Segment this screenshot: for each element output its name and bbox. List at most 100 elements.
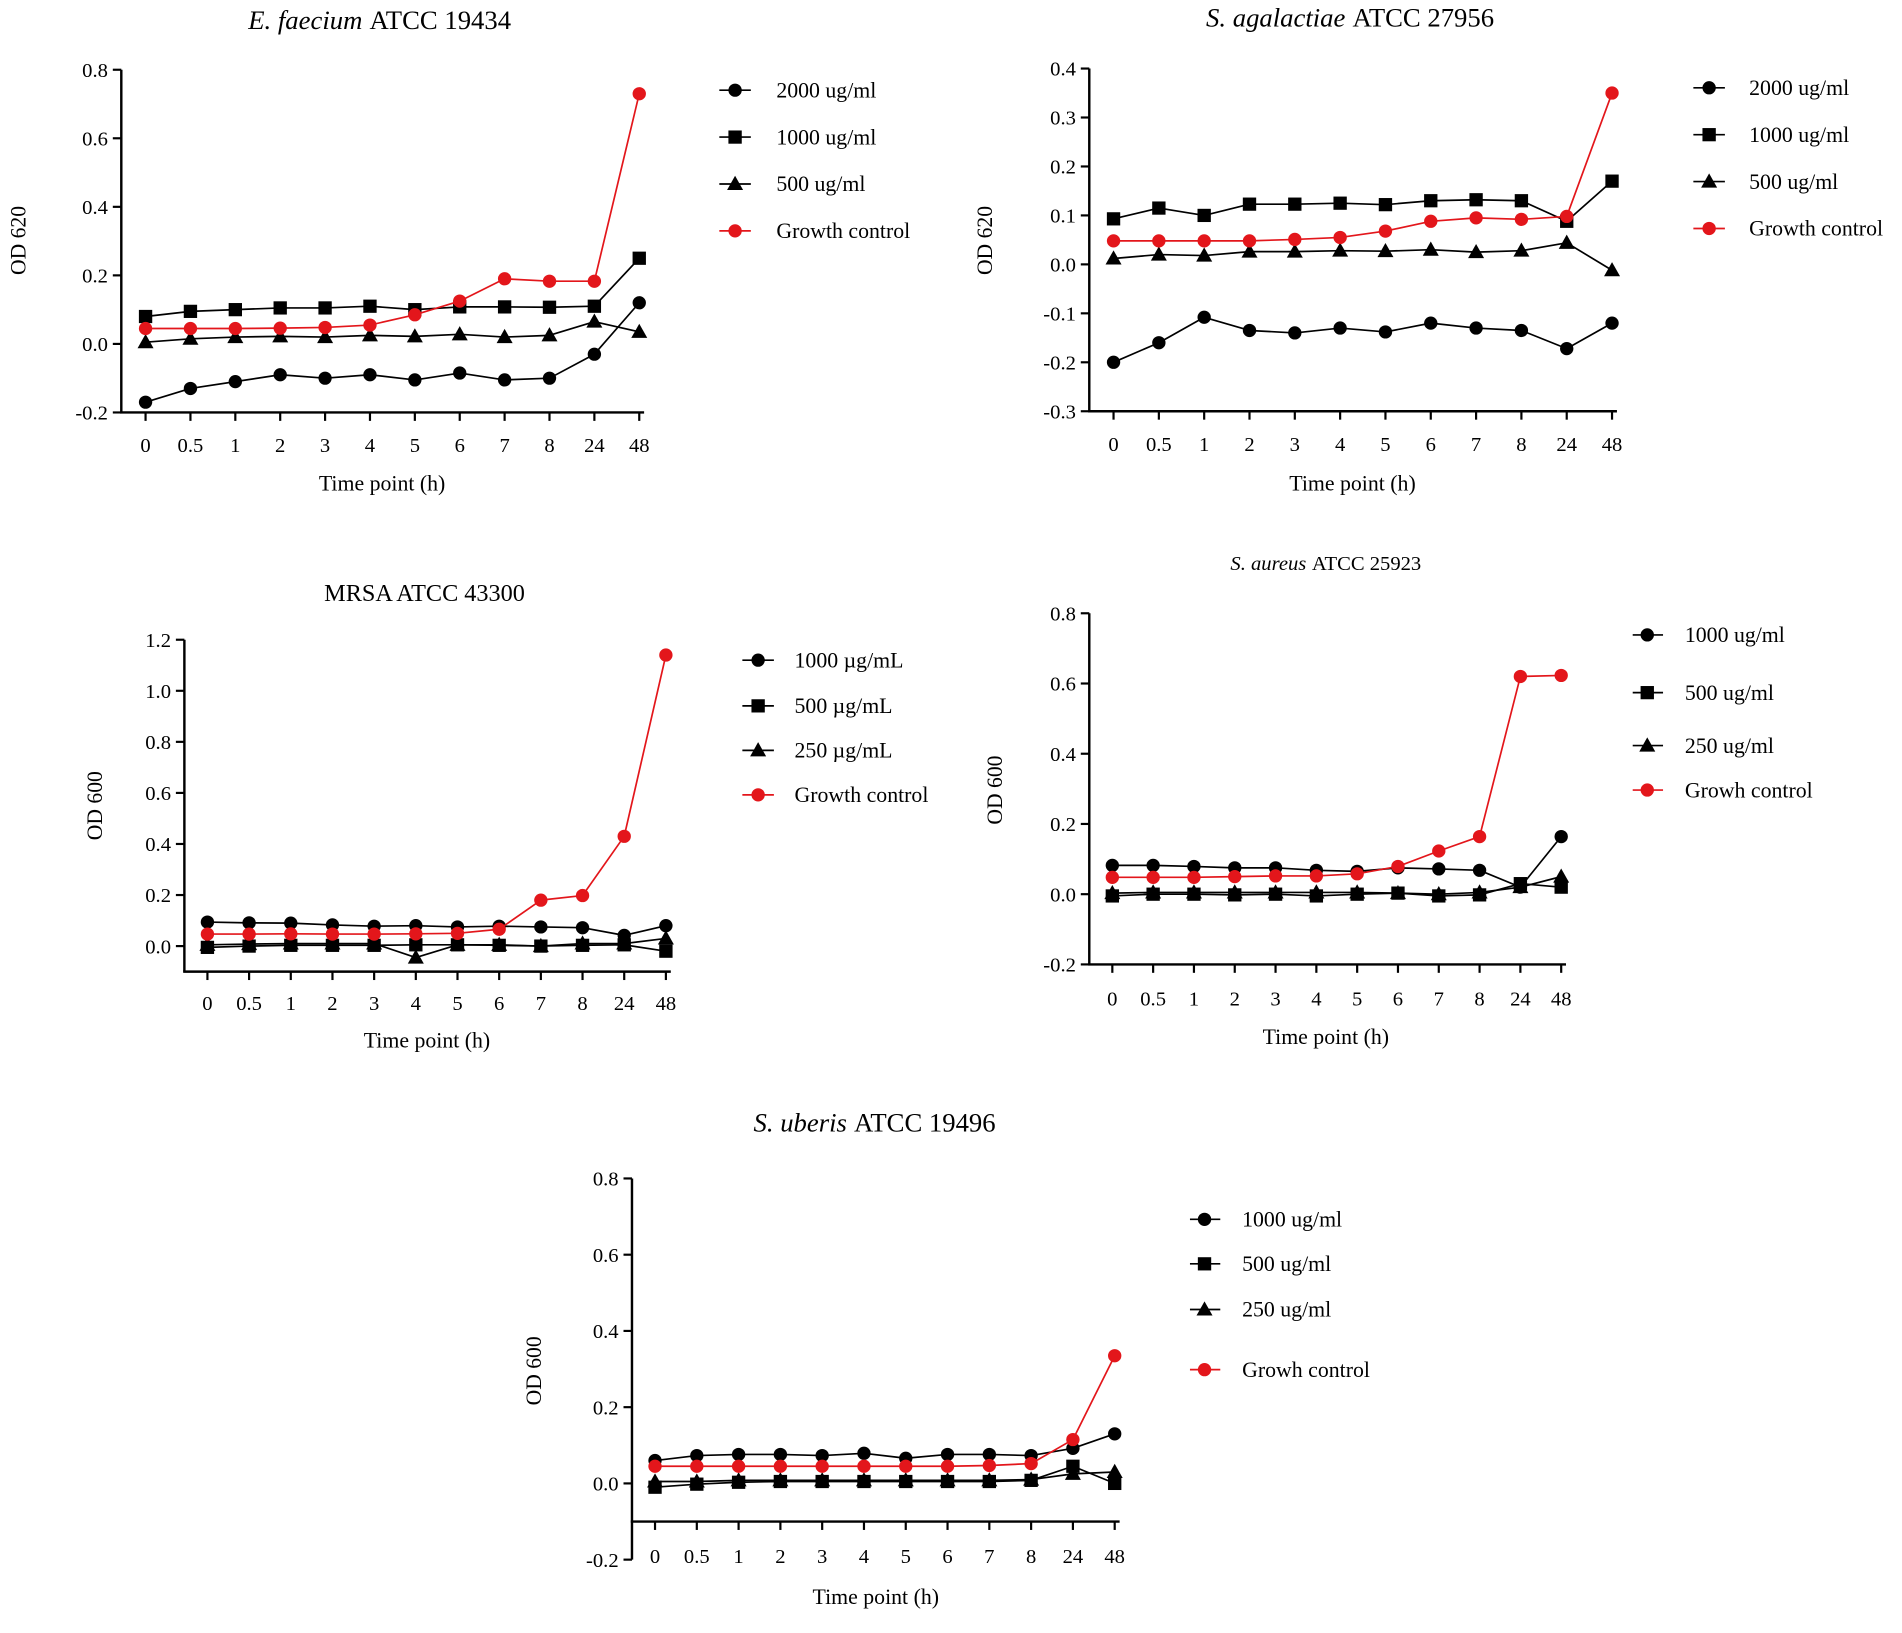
legend-label: 500 µg/mL: [795, 694, 893, 718]
data-point: [1554, 668, 1568, 683]
x-tick-label: 2: [1244, 434, 1254, 456]
legend-entry-growth-control: Growth control: [1693, 217, 1883, 241]
data-point: [1150, 246, 1167, 261]
y-tick-label: 0.0: [1050, 255, 1076, 277]
data-point: [616, 935, 633, 950]
data-point: [1108, 1476, 1122, 1491]
y-tick-label: 0.4: [82, 197, 108, 219]
series-line: [654, 1433, 1115, 1462]
data-point: [242, 927, 256, 941]
legend-entry-growth-control: Growth control: [719, 219, 910, 243]
data-point: [857, 1446, 871, 1460]
y-tick-label: -0.2: [1043, 955, 1076, 977]
chart-title-strain: ATCC 19496: [854, 1108, 996, 1138]
x-tick-label: 8: [1474, 988, 1484, 1010]
data-point: [1553, 868, 1570, 883]
data-point: [200, 927, 215, 941]
x-tick-label: 0.5: [684, 1546, 710, 1568]
data-point: [1228, 870, 1242, 884]
data-point: [1064, 1465, 1081, 1480]
y-tick-label: 0.2: [1050, 157, 1076, 179]
series-line: [145, 93, 641, 330]
data-point: [981, 1472, 998, 1487]
data-point: [138, 321, 153, 336]
data-point: [534, 920, 548, 934]
data-point: [318, 320, 332, 335]
data-point: [273, 301, 287, 315]
data-point: [857, 1459, 871, 1473]
legend-entry-500-ug-ml: 500 µg/mL: [742, 694, 893, 718]
data-point: [1106, 1463, 1123, 1478]
data-point: [534, 893, 548, 907]
data-point: [1333, 230, 1347, 245]
data-point: [1469, 193, 1483, 207]
data-point: [1605, 316, 1619, 330]
data-point: [1424, 214, 1438, 228]
data-point: [541, 327, 558, 342]
legend-entry-250-ug-ml: 250 µg/mL: [742, 739, 893, 763]
data-point: [183, 304, 198, 318]
data-point: [1560, 209, 1574, 224]
legend-label: 1000 ug/ml: [1242, 1208, 1342, 1232]
legend-label: 250 ug/ml: [1685, 734, 1774, 758]
legend-entry-500-ug-ml: 500 ug/ml: [1632, 681, 1774, 705]
data-point: [284, 916, 298, 930]
chart-title-strain: ATCC 27956: [1353, 3, 1495, 33]
series-1000-ug-ml: [200, 915, 673, 942]
y-tick-label: 0.4: [593, 1321, 619, 1343]
data-point: [1187, 870, 1201, 884]
data-point: [1105, 858, 1120, 873]
x-tick-label: 4: [411, 993, 421, 1015]
y-tick-label: 0.0: [1050, 884, 1076, 906]
series-line: [207, 943, 667, 953]
data-point: [1241, 243, 1258, 258]
legend-marker: [1197, 1212, 1212, 1226]
x-tick-label: 5: [1380, 434, 1390, 456]
y-tick-label: 0.6: [593, 1245, 619, 1267]
legend-marker: [728, 83, 742, 97]
legend-marker: [1640, 783, 1654, 797]
data-point: [1197, 310, 1211, 324]
data-point: [1242, 234, 1257, 248]
chart-title-species: E. faecium: [247, 5, 362, 35]
series-250-ug-ml: [1104, 868, 1570, 901]
data-point: [1267, 884, 1284, 899]
series-line: [1112, 882, 1562, 897]
data-point: [1333, 321, 1347, 335]
data-point: [1187, 859, 1201, 874]
y-tick-label: 0.8: [145, 732, 171, 754]
x-tick-label: 6: [1393, 988, 1403, 1010]
data-point: [1024, 1456, 1038, 1471]
data-point: [449, 936, 466, 951]
legend-marker: [751, 653, 765, 667]
chart-title-strain: MRSA ATCC 43300: [324, 580, 525, 607]
series-line: [1113, 180, 1613, 223]
series-line: [655, 1471, 1115, 1483]
data-point: [451, 326, 468, 341]
legend-label: 500 ug/ml: [1242, 1252, 1331, 1276]
data-point: [453, 366, 467, 380]
legend-marker: [1702, 128, 1716, 142]
data-point: [575, 888, 590, 903]
y-tick-label: 0.4: [1050, 59, 1076, 81]
data-point: [659, 648, 673, 662]
series-line: [1113, 316, 1613, 364]
legend-marker: [751, 699, 765, 713]
data-point: [363, 299, 377, 313]
x-tick-label: 2: [327, 993, 337, 1015]
x-tick-label: 2: [1230, 988, 1240, 1010]
series-line: [654, 1465, 1116, 1489]
data-point: [199, 936, 216, 951]
data-point: [228, 375, 242, 389]
data-point: [1472, 829, 1487, 844]
data-point: [1512, 878, 1529, 894]
data-point: [407, 949, 424, 964]
data-point: [542, 300, 557, 314]
data-point: [1108, 1349, 1122, 1363]
data-point: [1023, 1471, 1040, 1486]
data-point: [1152, 234, 1166, 248]
x-tick-label: 4: [1335, 434, 1345, 456]
chart-title: S. agalactiae ATCC 27956: [1206, 3, 1494, 33]
series-2000-ug-ml: [138, 296, 646, 409]
data-point: [1146, 858, 1160, 873]
